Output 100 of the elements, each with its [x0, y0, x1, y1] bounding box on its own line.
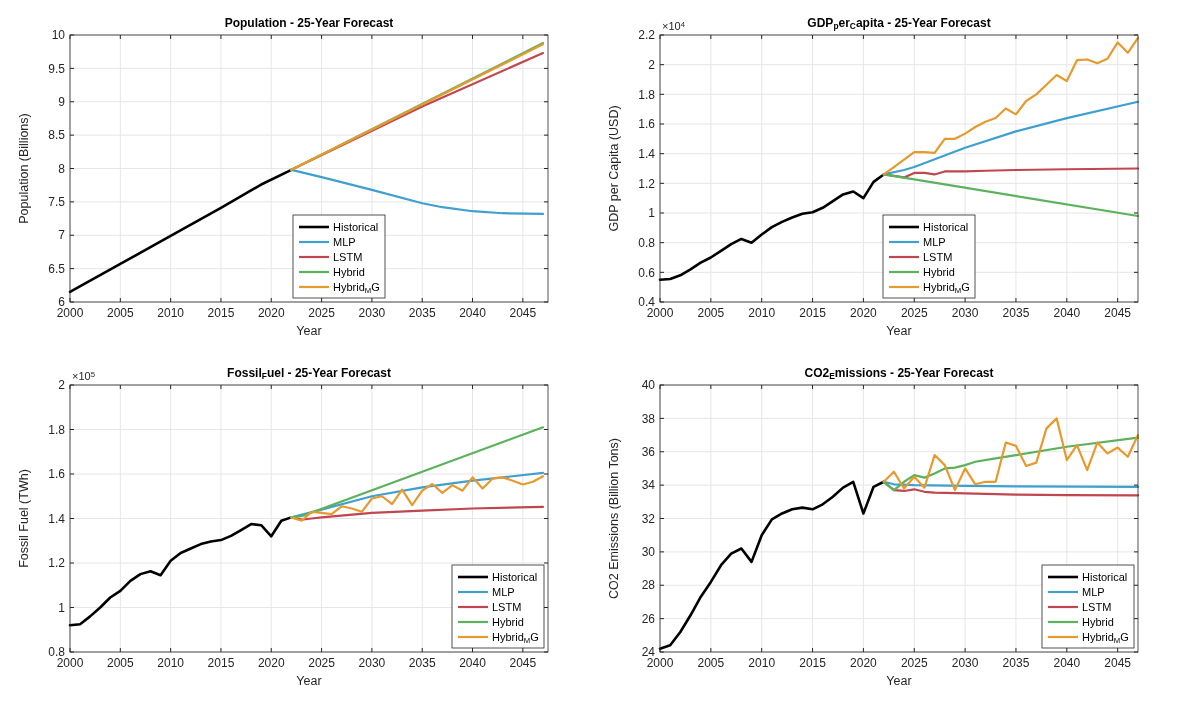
- y-tick-label: 1: [58, 600, 66, 615]
- y-tick-label: 1.4: [48, 511, 66, 526]
- legend-label: LSTM: [1082, 600, 1112, 613]
- line-series: [882, 417, 1140, 492]
- chart-title: Population - 25-Year Forecast: [224, 16, 394, 30]
- text: ×10$^{4}$: [662, 19, 686, 32]
- x-tick-label: 2005: [106, 306, 134, 320]
- x-tick-label: 2000: [646, 306, 674, 320]
- x-tick-label: 2025: [308, 306, 336, 320]
- x-tick-label: 2005: [697, 306, 725, 320]
- x-tick-label: 2000: [646, 656, 674, 670]
- x-tick-label: 2015: [799, 656, 827, 670]
- x-axis-title: Year: [886, 674, 912, 688]
- x-tick-label: 2005: [106, 656, 134, 670]
- y-tick-label: 1.2: [638, 176, 656, 191]
- y-axis-title: Population (Billions): [17, 113, 31, 224]
- legend-label: Hybrid: [923, 265, 955, 278]
- y-tick-label: 2: [648, 57, 656, 72]
- x-axis-title: Year: [886, 324, 912, 338]
- legend-label: Historical: [333, 220, 379, 233]
- y-tick-label: 38: [641, 411, 656, 426]
- x-tick-label: 2035: [1002, 306, 1030, 320]
- x-tick-label: 2000: [56, 656, 84, 670]
- y-tick-label: 9: [58, 94, 66, 109]
- x-tick-label: 2045: [1104, 306, 1132, 320]
- y-tick-label: 8: [58, 161, 66, 176]
- x-tick-label: 2015: [207, 656, 235, 670]
- y-tick-label: 1.6: [638, 117, 656, 132]
- x-tick-label: 2045: [1104, 656, 1132, 670]
- legend-label: LSTM: [923, 250, 953, 263]
- y-tick-label: 7: [58, 228, 66, 243]
- y-tick-label: 26: [641, 611, 656, 626]
- legend-label: MLP: [492, 585, 515, 598]
- y-tick-label: 8.5: [48, 128, 66, 143]
- line-series: [68, 516, 293, 627]
- x-tick-label: 2040: [459, 656, 487, 670]
- x-tick-label: 2030: [358, 656, 386, 670]
- legend-label: Historical: [492, 570, 538, 583]
- y-tick-label: 1.4: [638, 146, 656, 161]
- text: ×10$^{5}$: [72, 369, 95, 382]
- y-tick-label: 0.6: [638, 265, 656, 280]
- x-tick-label: 2010: [157, 656, 185, 670]
- x-tick-label: 2020: [850, 306, 878, 320]
- x-tick-label: 2040: [1053, 306, 1081, 320]
- chart-title: Fossil$_{F}$uel - 25-Year Forecast: [227, 366, 391, 382]
- x-tick-label: 2045: [509, 656, 537, 670]
- x-tick-label: 2020: [257, 656, 285, 670]
- x-tick-label: 2030: [358, 306, 386, 320]
- y-tick-label: 1.8: [638, 87, 656, 102]
- legend-label: MLP: [333, 235, 356, 248]
- y-tick-label: 34: [641, 478, 656, 493]
- y-tick-label: 1: [648, 206, 656, 221]
- y-tick-label: 32: [641, 511, 656, 526]
- legend-label: Hybrid$_{M}$G: [923, 280, 970, 296]
- y-tick-label: 9.5: [48, 61, 66, 76]
- x-tick-label: 2025: [900, 306, 928, 320]
- legend-label: Historical: [923, 220, 969, 233]
- y-tick-label: 30: [641, 545, 656, 560]
- x-tick-label: 2010: [748, 656, 776, 670]
- y-tick-label: 6.5: [48, 261, 66, 276]
- legend-label: Hybrid$_{M}$G: [333, 280, 380, 296]
- legend-label: Hybrid: [492, 615, 524, 628]
- line-series: [68, 168, 293, 294]
- x-tick-label: 2035: [1002, 656, 1030, 670]
- y-axis-title: GDP per Capita (USD): [607, 105, 621, 232]
- x-tick-label: 2015: [207, 306, 235, 320]
- line-series: [658, 480, 886, 650]
- legend-label: LSTM: [492, 600, 522, 613]
- x-tick-label: 2020: [850, 656, 878, 670]
- chart-title: CO2$_{E}$missions - 25-Year Forecast: [804, 366, 994, 382]
- x-axis-title: Year: [296, 674, 322, 688]
- x-tick-label: 2030: [951, 306, 979, 320]
- y-tick-label: 28: [641, 578, 656, 593]
- y-axis-title: CO2 Emissions (Billion Tons): [607, 438, 621, 599]
- y-tick-label: 7.5: [48, 195, 66, 210]
- x-tick-label: 2035: [408, 306, 436, 320]
- x-axis-title: Year: [296, 324, 322, 338]
- x-tick-label: 2030: [951, 656, 979, 670]
- legend-label: LSTM: [333, 250, 363, 263]
- legend-label: Hybrid$_{M}$G: [1082, 630, 1129, 646]
- x-tick-label: 2005: [697, 656, 725, 670]
- y-tick-label: 36: [641, 444, 656, 459]
- legend-label: MLP: [1082, 585, 1105, 598]
- line-series: [658, 173, 886, 282]
- x-tick-label: 2045: [509, 306, 537, 320]
- legend-label: Hybrid: [333, 265, 365, 278]
- chart-title: GDP$_{p}$er$_{C}$apita - 25-Year Forecast: [807, 16, 991, 32]
- x-tick-label: 2010: [157, 306, 185, 320]
- x-tick-label: 2035: [408, 656, 436, 670]
- x-tick-label: 2010: [748, 306, 776, 320]
- line-series: [290, 168, 545, 215]
- line-series: [882, 36, 1140, 176]
- legend-label: MLP: [923, 235, 946, 248]
- y-tick-label: 40: [641, 378, 656, 393]
- x-tick-label: 2000: [56, 306, 84, 320]
- y-tick-label: 1.2: [48, 556, 66, 571]
- legend-label: Hybrid$_{M}$G: [492, 630, 539, 646]
- x-tick-label: 2040: [1053, 656, 1081, 670]
- legend-label: Hybrid: [1082, 615, 1114, 628]
- y-tick-label: 0.8: [638, 235, 656, 250]
